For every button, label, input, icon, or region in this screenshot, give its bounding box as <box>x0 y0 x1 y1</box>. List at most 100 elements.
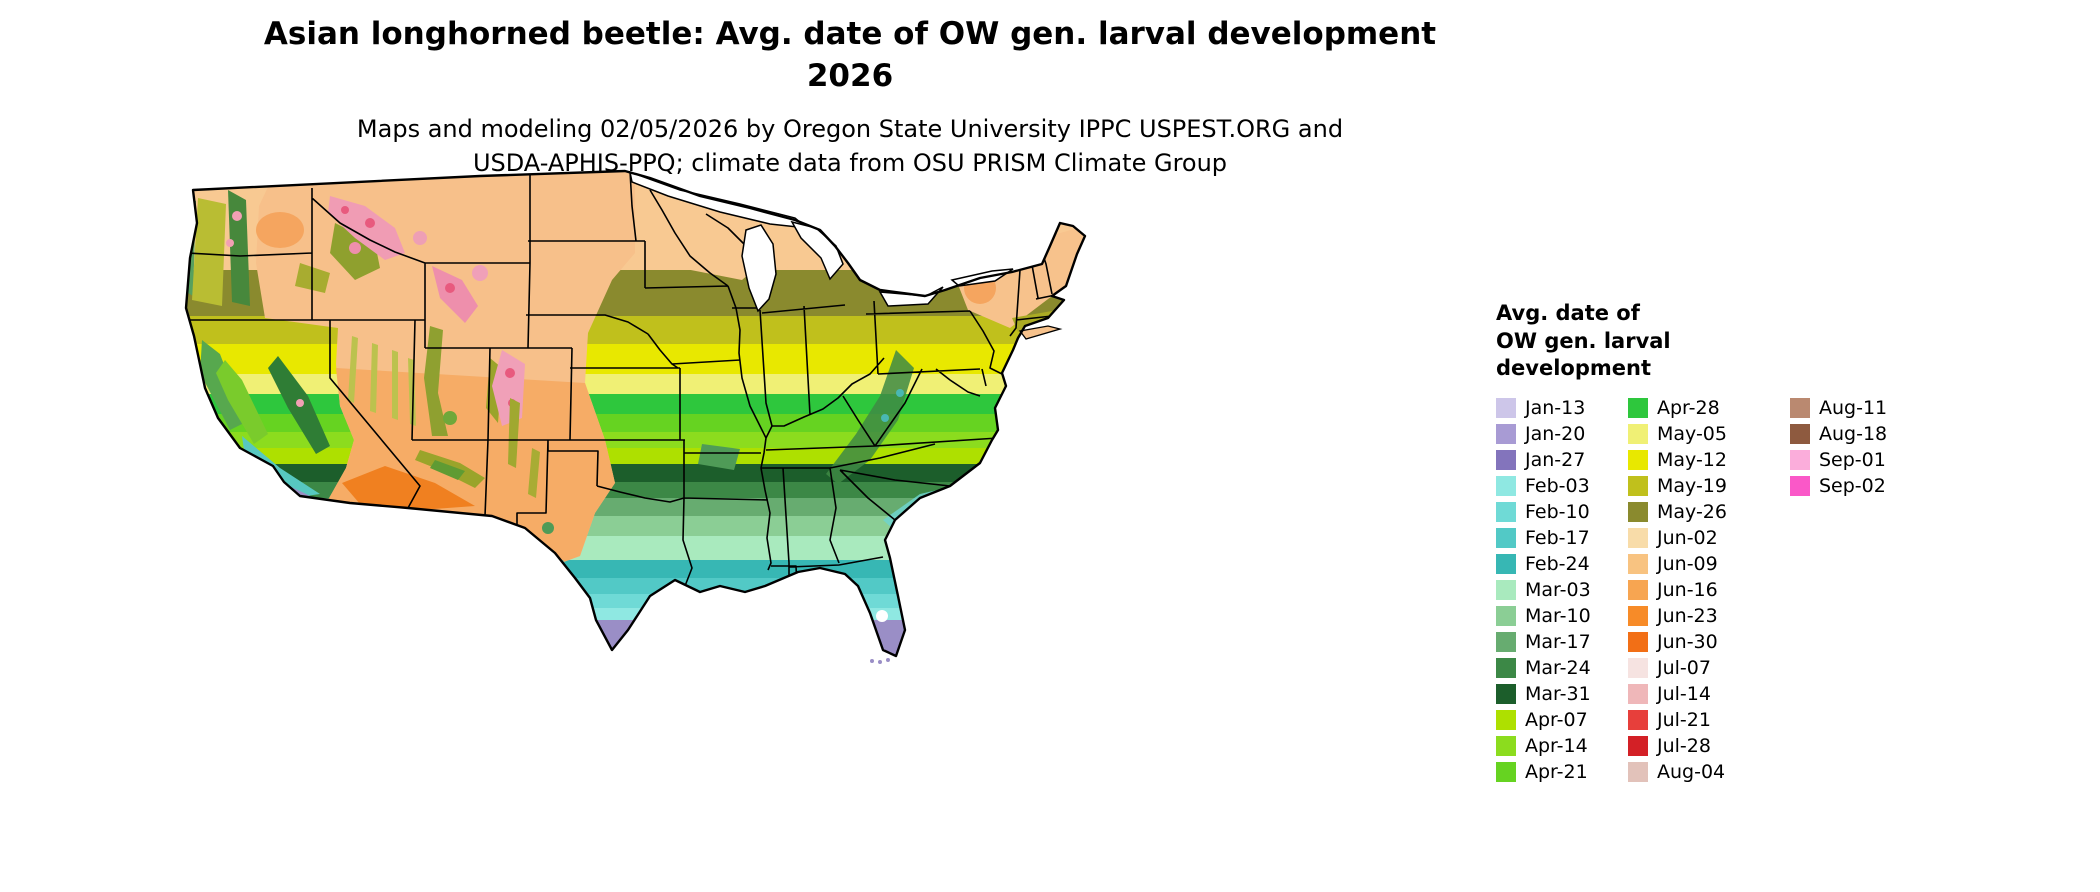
terrain-patch <box>881 414 889 422</box>
legend-label: Mar-31 <box>1525 683 1591 706</box>
terrain-patch <box>432 266 478 323</box>
legend-label: Jan-27 <box>1525 449 1586 472</box>
terrain-patch <box>430 460 465 480</box>
terrain-patch <box>349 242 361 254</box>
terrain-patch <box>226 239 234 247</box>
legend-swatch <box>1496 710 1516 731</box>
legend-label: Jul-28 <box>1657 735 1711 758</box>
legend-label: Feb-10 <box>1525 501 1590 524</box>
legend-title-line-1: Avg. date of <box>1496 301 1640 325</box>
color-band <box>186 394 1085 414</box>
legend-swatch <box>1628 528 1648 549</box>
legend-entry: Mar-10 <box>1496 603 1628 629</box>
terrain-patch <box>392 350 398 420</box>
legend-entry: Feb-17 <box>1496 525 1628 551</box>
legend-entry: May-12 <box>1628 447 1790 473</box>
terrain-patch <box>528 448 540 498</box>
legend-entry: Feb-03 <box>1496 473 1628 499</box>
color-band <box>186 516 1085 536</box>
legend-entry: Apr-28 <box>1628 395 1790 421</box>
terrain-patch <box>256 212 304 248</box>
terrain-patch <box>370 343 378 413</box>
legend-entry: Jul-28 <box>1628 733 1790 759</box>
legend-label: Jan-20 <box>1525 423 1586 446</box>
legend-label: May-26 <box>1657 501 1727 524</box>
legend-swatch <box>1628 554 1648 575</box>
legend-label: Feb-24 <box>1525 553 1590 576</box>
page-title: Asian longhorned beetle: Avg. date of OW… <box>190 14 1510 98</box>
legend-entry: Jun-09 <box>1628 551 1790 577</box>
legend-entry: Jun-02 <box>1628 525 1790 551</box>
legend-entry: Aug-11 <box>1790 395 1936 421</box>
legend-title: Avg. date of OW gen. larval development <box>1496 300 1966 383</box>
florida-keys <box>870 658 890 664</box>
color-band <box>186 374 1085 394</box>
legend-label: Sep-01 <box>1819 449 1886 472</box>
legend-swatch <box>1790 450 1810 471</box>
legend-label: Mar-03 <box>1525 579 1591 602</box>
legend-columns: Jan-13 Jan-20 Jan-27 Feb-03 Feb-10 Feb-17 Feb-… <box>1496 395 1966 785</box>
figure-subtitle: Maps and modeling 02/05/2026 by Oregon S… <box>190 112 1510 182</box>
legend-swatch <box>1628 710 1648 731</box>
color-band <box>186 464 1085 482</box>
legend-swatch <box>1496 502 1516 523</box>
legend-label: Aug-18 <box>1819 423 1888 446</box>
terrain-patch <box>232 211 242 221</box>
color-band <box>186 344 1085 374</box>
us-map <box>180 168 1090 665</box>
legend-label: May-05 <box>1657 423 1727 446</box>
lake-michigan <box>741 224 777 313</box>
legend-label: Apr-14 <box>1525 735 1588 758</box>
legend-label: Jun-16 <box>1657 579 1718 602</box>
legend-entry: Feb-24 <box>1496 551 1628 577</box>
legend-entry: Jan-13 <box>1496 395 1628 421</box>
legend-title-line-2: OW gen. larval <box>1496 328 1671 353</box>
legend-entry: Mar-24 <box>1496 655 1628 681</box>
terrain-patch <box>826 350 914 484</box>
legend-entry: May-19 <box>1628 473 1790 499</box>
color-band <box>186 498 1085 516</box>
legend-column-3: Aug-11 Aug-18 Sep-01 Sep-02 <box>1790 395 1936 499</box>
legend-swatch <box>1628 606 1648 627</box>
terrain-patch <box>505 368 515 378</box>
map-west-terrain <box>186 172 635 576</box>
terrain-patch <box>216 360 268 444</box>
legend-swatch <box>1496 450 1516 471</box>
terrain-patch <box>508 398 520 468</box>
lake-okeechobee <box>876 610 888 622</box>
terrain-patch <box>341 206 349 214</box>
legend-swatch <box>1496 528 1516 549</box>
terrain-patch <box>413 231 427 245</box>
legend-label: Mar-24 <box>1525 657 1591 680</box>
terrain-patch <box>192 198 226 306</box>
legend-label: Aug-04 <box>1657 761 1726 784</box>
legend-swatch <box>1496 736 1516 757</box>
long-island <box>1018 325 1063 340</box>
terrain-patch <box>472 265 488 281</box>
legend-entry: Jun-30 <box>1628 629 1790 655</box>
legend-swatch <box>1496 684 1516 705</box>
us-development-raster-map <box>184 169 1087 664</box>
legend-swatch <box>1628 580 1648 601</box>
legend-swatch <box>1496 658 1516 679</box>
legend-label: May-12 <box>1657 449 1727 472</box>
legend-title-line-3: development <box>1496 356 1651 381</box>
legend-entry: Mar-31 <box>1496 681 1628 707</box>
terrain-patch <box>424 326 448 436</box>
legend-swatch <box>1628 424 1648 445</box>
legend-label: Jun-09 <box>1657 553 1718 576</box>
terrain-patch <box>365 218 375 228</box>
legend-entry: May-05 <box>1628 421 1790 447</box>
legend-entry: Jun-23 <box>1628 603 1790 629</box>
legend-column-2: Apr-28 May-05 May-12 May-19 May-26 Jun-02 Jun-… <box>1628 395 1790 785</box>
subtitle-line-1: Maps and modeling 02/05/2026 by Oregon S… <box>356 114 1344 143</box>
terrain-patch <box>348 336 358 403</box>
legend-entry: Jun-16 <box>1628 577 1790 603</box>
legend-entry: Apr-14 <box>1496 733 1628 759</box>
color-band <box>186 578 1085 594</box>
terrain-patch <box>242 436 320 498</box>
us-outline <box>184 169 1087 658</box>
legend-swatch <box>1628 684 1648 705</box>
legend-swatch <box>1496 476 1516 497</box>
